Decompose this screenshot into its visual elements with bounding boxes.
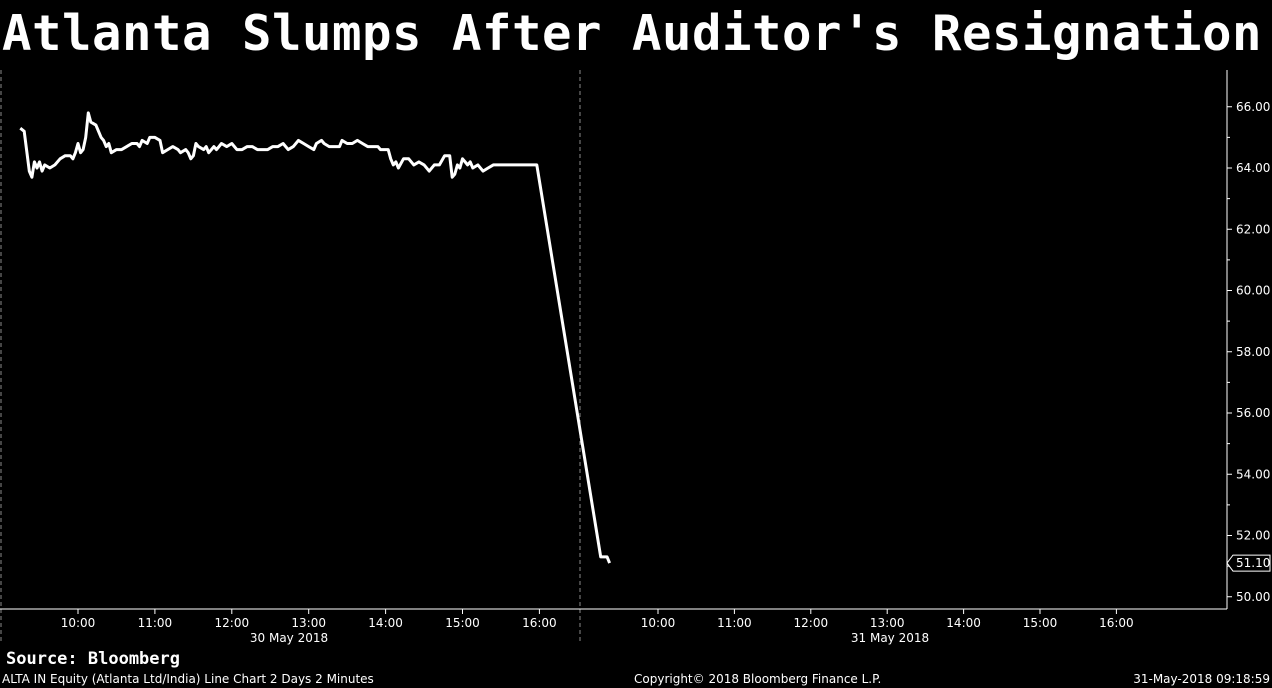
x-tick-label: 13:00 bbox=[870, 616, 905, 630]
x-tick-label: 14:00 bbox=[368, 616, 403, 630]
y-tick-label: 62.00 bbox=[1236, 222, 1270, 236]
x-tick-label: 12:00 bbox=[794, 616, 829, 630]
x-tick-label: 11:00 bbox=[138, 616, 173, 630]
y-tick-label: 56.00 bbox=[1236, 406, 1270, 420]
x-tick-label: 15:00 bbox=[1023, 616, 1058, 630]
x-tick-label: 14:00 bbox=[946, 616, 981, 630]
x-tick-label: 15:00 bbox=[445, 616, 480, 630]
y-tick-label: 52.00 bbox=[1236, 529, 1270, 543]
y-tick-label: 64.00 bbox=[1236, 161, 1270, 175]
chart-title: Atlanta Slumps After Auditor's Resignati… bbox=[2, 5, 1263, 62]
x-day-label: 30 May 2018 bbox=[250, 631, 328, 645]
footer-ticker-description: ALTA IN Equity (Atlanta Ltd/India) Line … bbox=[2, 672, 374, 686]
x-tick-label: 10:00 bbox=[61, 616, 96, 630]
x-tick-label: 16:00 bbox=[1099, 616, 1134, 630]
x-tick-label: 13:00 bbox=[291, 616, 326, 630]
footer-copyright: Copyright© 2018 Bloomberg Finance L.P. bbox=[634, 672, 882, 686]
y-tick-label: 54.00 bbox=[1236, 467, 1270, 481]
footer-timestamp: 31-May-2018 09:18:59 bbox=[1133, 672, 1270, 686]
source-label: Source: Bloomberg bbox=[6, 649, 180, 669]
x-tick-label: 10:00 bbox=[641, 616, 676, 630]
y-tick-label: 50.00 bbox=[1236, 590, 1270, 604]
y-tick-label: 60.00 bbox=[1236, 284, 1270, 298]
last-value-label: 51.10 bbox=[1236, 556, 1270, 570]
y-tick-label: 58.00 bbox=[1236, 345, 1270, 359]
y-tick-label: 66.00 bbox=[1236, 100, 1270, 114]
last-value-flag bbox=[1226, 554, 1271, 572]
x-day-label: 31 May 2018 bbox=[851, 631, 929, 645]
x-tick-label: 12:00 bbox=[215, 616, 250, 630]
x-tick-label: 11:00 bbox=[717, 616, 752, 630]
x-tick-label: 16:00 bbox=[522, 616, 557, 630]
price-line bbox=[19, 111, 611, 564]
